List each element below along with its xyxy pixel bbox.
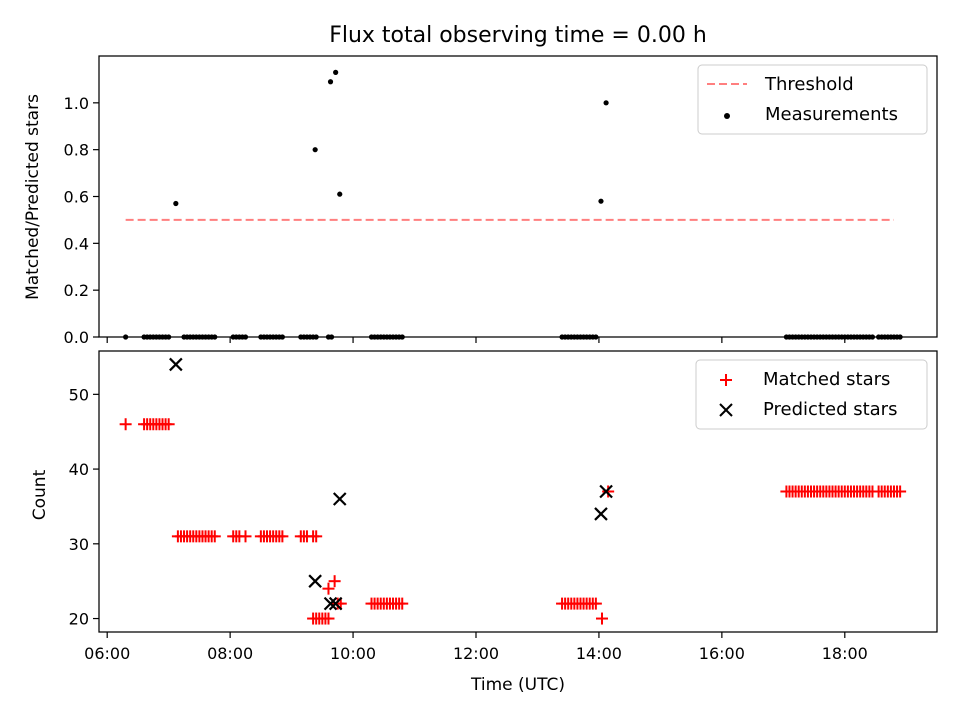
- top-legend-box: [697, 64, 928, 135]
- bottom-plot-frame: [98, 350, 938, 633]
- matched-star-marker: [310, 530, 323, 543]
- matched-star-marker: [162, 418, 175, 431]
- matched-star-marker: [596, 612, 609, 625]
- legend-measurements-swatch: [724, 113, 730, 119]
- matched-star-marker: [602, 485, 615, 498]
- predicted-star-marker: [308, 574, 322, 588]
- measurement-point: [337, 191, 343, 197]
- top-x-ticks: [106, 337, 846, 343]
- top-y-tick-label: 1.0: [64, 94, 89, 113]
- bottom-x-tick-label: 18:00: [822, 644, 868, 663]
- matched-star-marker: [208, 530, 221, 543]
- bottom-x-tick-label: 06:00: [84, 644, 130, 663]
- legend-matched-swatch: [720, 374, 732, 386]
- measurement-point: [327, 79, 334, 85]
- bottom-plot: 20 30 40 50 06:00 08:00 10:00 12:00 14:00 16:00 1…: [30, 350, 938, 695]
- legend-measurements-label: Measurements: [765, 104, 898, 125]
- measurement-point: [603, 100, 609, 106]
- measurement-point: [173, 200, 179, 207]
- chart-title: Flux total observing time = 0.00 h: [329, 23, 707, 48]
- top-y-tick-label: 0.6: [64, 188, 89, 207]
- matched-star-marker: [276, 530, 289, 543]
- legend-threshold-label: Threshold: [764, 74, 854, 95]
- matched-star-marker: [396, 597, 409, 610]
- top-y-tick-label: 0.2: [64, 281, 89, 300]
- matched-star-marker: [322, 582, 335, 595]
- matched-star-marker: [322, 612, 335, 625]
- measurement-point: [333, 69, 339, 75]
- legend-predicted-label: Predicted stars: [763, 399, 897, 420]
- measurement-point: [598, 198, 604, 204]
- bottom-y-tick-label: 40: [69, 460, 89, 479]
- measurement-point: [312, 147, 318, 153]
- top-y-tick-label: 0.4: [64, 234, 89, 253]
- bottom-legend-box: [695, 359, 928, 430]
- bottom-x-tick-label: 14:00: [576, 644, 622, 663]
- bottom-plot-data: [119, 357, 907, 625]
- matched-star-marker: [328, 575, 341, 588]
- predicted-star-marker: [594, 507, 608, 521]
- top-plot-data: [123, 69, 903, 340]
- predicted-star-marker: [323, 596, 338, 611]
- top-plot: 0.0 0.2 0.4 0.6 0.8 1.0 Matched/Predicted sta…: [23, 55, 938, 347]
- top-legend: Threshold Measurements: [697, 64, 928, 135]
- bottom-x-tick-label: 16:00: [699, 644, 745, 663]
- bottom-y-tick-label: 50: [69, 385, 89, 404]
- predicted-star-marker: [328, 596, 343, 611]
- top-y-ticks: 0.0 0.2 0.4 0.6 0.8 1.0: [64, 94, 99, 347]
- bottom-x-axis-label: Time (UTC): [470, 675, 565, 695]
- bottom-y-tick-label: 20: [69, 610, 89, 629]
- predicted-star-marker: [169, 357, 183, 372]
- top-y-tick-label: 0.8: [64, 141, 89, 160]
- predicted-star-marker: [332, 492, 347, 506]
- bottom-x-tick-label: 12:00: [453, 644, 499, 663]
- matched-star-marker: [239, 530, 252, 543]
- bottom-y-ticks: 20 30 40 50: [69, 385, 99, 629]
- top-y-tick-label: 0.0: [64, 328, 89, 347]
- matched-star-marker: [119, 418, 132, 431]
- legend-matched-label: Matched stars: [763, 369, 890, 390]
- bottom-legend: Matched stars Predicted stars: [695, 359, 928, 430]
- legend-predicted-swatch: [719, 403, 733, 417]
- top-plot-frame: [98, 55, 938, 338]
- bottom-x-ticks: 06:00 08:00 10:00 12:00 14:00 16:00 18:00: [84, 632, 868, 663]
- top-y-axis-label: Matched/Predicted stars: [23, 94, 43, 300]
- matched-star-marker: [589, 597, 602, 610]
- bottom-x-tick-label: 10:00: [330, 644, 376, 663]
- matched-star-marker: [894, 485, 907, 498]
- bottom-y-axis-label: Count: [30, 469, 50, 520]
- bottom-x-tick-label: 08:00: [207, 644, 253, 663]
- bottom-y-tick-label: 30: [69, 535, 89, 554]
- predicted-star-marker: [599, 484, 613, 499]
